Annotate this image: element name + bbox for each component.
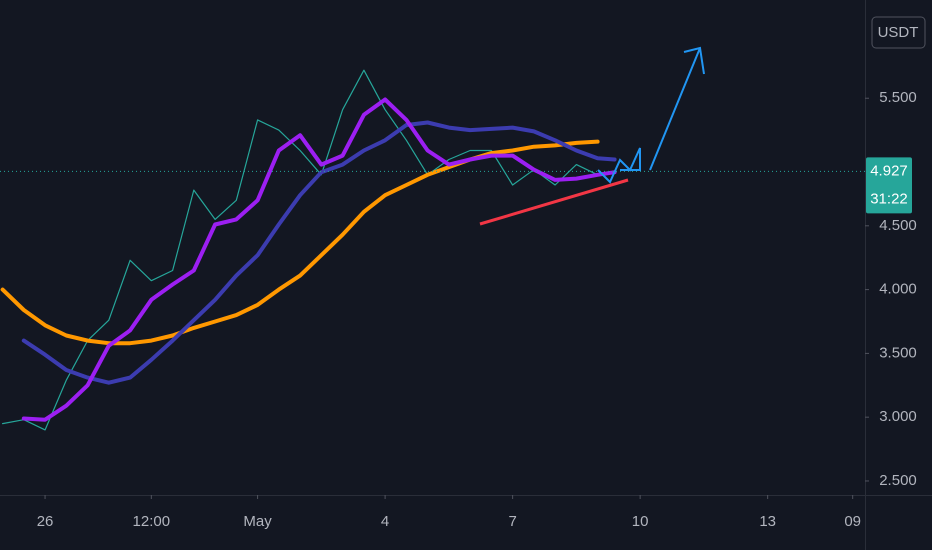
x-tick-label: 4 xyxy=(381,513,389,530)
series-line xyxy=(2,69,616,431)
currency-box[interactable] xyxy=(871,16,926,49)
y-tick-label: 3.000 xyxy=(879,408,917,425)
drawings xyxy=(479,46,705,226)
last-price-box xyxy=(866,157,912,214)
countdown-label: 31:22 xyxy=(870,190,908,207)
series-line xyxy=(21,97,617,422)
series-line xyxy=(0,139,600,346)
x-tick-label: 13 xyxy=(759,513,776,530)
y-tick-label: 5.500 xyxy=(879,89,917,106)
y-tick-label: 4.500 xyxy=(879,217,917,234)
currency-label[interactable]: USDT xyxy=(878,24,919,41)
trend-line xyxy=(479,178,629,226)
series-line xyxy=(21,120,617,385)
x-tick-label: 10 xyxy=(632,513,649,530)
y-tick-label: 3.500 xyxy=(879,344,917,361)
y-tick-label: 4.000 xyxy=(879,281,917,298)
last-price-label: 4.927 xyxy=(870,162,908,179)
projection-zigzag xyxy=(597,147,641,184)
y-tick-label: 2.500 xyxy=(879,472,917,489)
x-tick-label: May xyxy=(243,513,272,530)
x-tick-label: 26 xyxy=(37,513,54,530)
x-tick-label: 7 xyxy=(508,513,516,530)
projection-arrow xyxy=(649,47,701,171)
arrow-head xyxy=(683,46,705,75)
x-tick-label: 12:00 xyxy=(133,513,171,530)
x-tick-label: 09 xyxy=(844,513,861,530)
